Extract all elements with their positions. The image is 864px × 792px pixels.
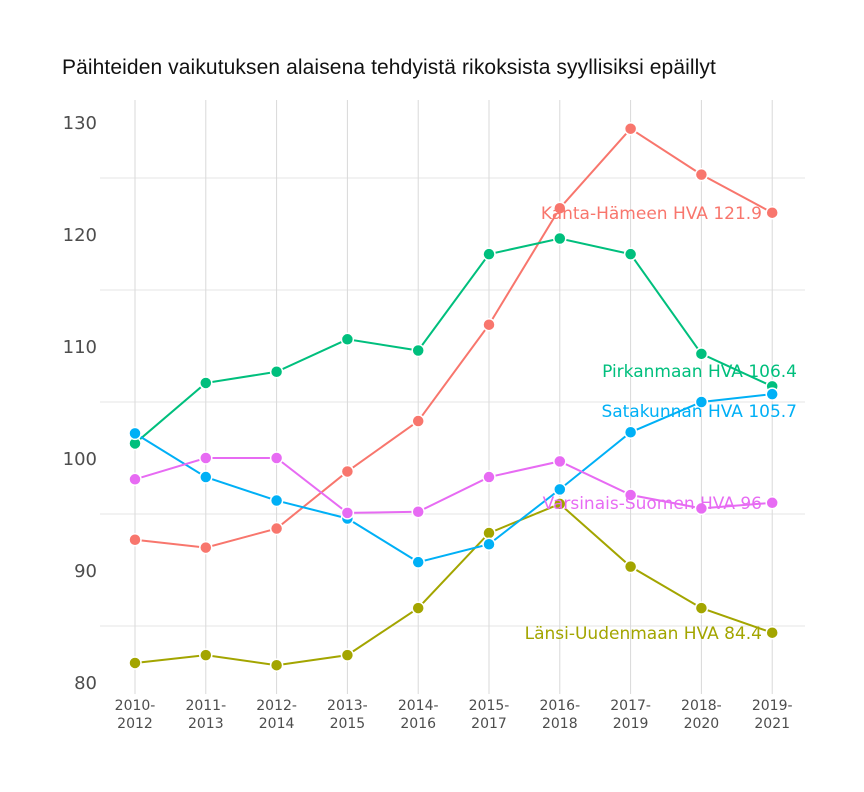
series-line	[134, 502, 773, 667]
data-point[interactable]	[623, 247, 638, 261]
data-point[interactable]	[553, 201, 567, 215]
data-point[interactable]	[765, 625, 779, 640]
data-point[interactable]	[694, 167, 709, 182]
series-end-label: Kanta-Hämeen HVA 121.9	[541, 204, 762, 224]
data-point[interactable]	[482, 470, 496, 484]
data-point[interactable]	[694, 347, 709, 361]
data-point[interactable]	[553, 454, 567, 469]
data-point[interactable]	[340, 332, 355, 347]
data-point[interactable]	[623, 425, 638, 439]
y-tick-label: 130	[63, 113, 97, 134]
x-tick-label: 2012-2014	[256, 698, 297, 732]
data-point[interactable]	[340, 648, 355, 662]
data-point[interactable]	[623, 121, 638, 136]
data-point[interactable]	[765, 387, 779, 401]
x-tick-label: 2017-2019	[610, 698, 651, 732]
data-point[interactable]	[482, 526, 496, 540]
y-tick-label: 110	[63, 337, 97, 358]
x-tick-label: 2015-2017	[469, 698, 510, 732]
data-point[interactable]	[553, 482, 567, 497]
x-tick-label: 2018-2020	[681, 698, 722, 732]
data-point[interactable]	[269, 521, 284, 536]
data-point[interactable]	[411, 505, 425, 519]
y-tick-label: 90	[74, 561, 97, 582]
chart-title: Päihteiden vaikutuksen alaisena tehdyist…	[62, 56, 716, 79]
data-point[interactable]	[482, 317, 496, 332]
data-point[interactable]	[411, 414, 425, 428]
y-tick-label: 80	[74, 673, 97, 694]
x-tick-label: 2010-2012	[115, 698, 156, 732]
data-point[interactable]	[128, 472, 142, 487]
data-point[interactable]	[411, 555, 425, 569]
series-line	[134, 127, 773, 549]
series-line	[134, 237, 773, 445]
x-tick-label: 2019-2021	[752, 698, 793, 732]
series-end-label: Varsinais-Suomen HVA 96	[543, 494, 762, 514]
data-point[interactable]	[411, 343, 425, 358]
data-point[interactable]	[482, 537, 496, 551]
data-point[interactable]	[340, 506, 355, 520]
data-point[interactable]	[128, 656, 142, 670]
data-point[interactable]	[128, 533, 142, 547]
data-point[interactable]	[269, 365, 284, 379]
series-line	[134, 457, 773, 514]
series-varsinais-suomen-hva	[128, 451, 779, 520]
data-point[interactable]	[199, 451, 213, 465]
data-point[interactable]	[269, 658, 284, 672]
series-lines	[128, 121, 779, 672]
data-point[interactable]	[482, 247, 496, 261]
data-point[interactable]	[623, 488, 638, 502]
series-l-nsi-uudenmaan-hva	[128, 497, 779, 672]
y-tick-label: 120	[63, 225, 97, 246]
data-point[interactable]	[765, 205, 779, 220]
data-point[interactable]	[269, 451, 284, 465]
grid-lines	[100, 100, 805, 694]
series-line	[134, 393, 773, 564]
data-point[interactable]	[553, 231, 567, 246]
data-point[interactable]	[553, 497, 567, 511]
end-labels: Kanta-Hämeen HVA 121.9 Länsi-Uudenmaan HV…	[525, 204, 797, 644]
data-point[interactable]	[199, 376, 213, 390]
series-kanta-h-meen-hva	[128, 121, 779, 555]
x-axis: 2010-2012 2011-2013 2012-2014 2013-2015 2014…	[115, 698, 793, 732]
data-point[interactable]	[128, 426, 142, 441]
series-end-label: Länsi-Uudenmaan HVA 84.4	[525, 624, 762, 644]
data-point[interactable]	[269, 493, 284, 508]
series-satakunnan-hva	[128, 387, 779, 569]
x-tick-label: 2016-2018	[539, 698, 580, 732]
series-end-label: Satakunnan HVA 105.7	[601, 402, 797, 422]
x-tick-label: 2011-2013	[185, 698, 226, 732]
data-point[interactable]	[199, 470, 213, 484]
y-axis: 80 90 100 110 120 130	[63, 113, 97, 694]
y-tick-label: 100	[63, 449, 97, 470]
data-point[interactable]	[623, 559, 638, 574]
data-point[interactable]	[340, 464, 355, 479]
data-point[interactable]	[694, 601, 709, 615]
data-point[interactable]	[694, 501, 709, 516]
x-tick-label: 2013-2015	[327, 698, 368, 732]
x-tick-label: 2014-2016	[398, 698, 439, 732]
data-point[interactable]	[694, 395, 709, 409]
data-point[interactable]	[411, 601, 425, 615]
data-point[interactable]	[765, 496, 779, 510]
data-point[interactable]	[199, 540, 213, 555]
series-pirkanmaan-hva	[128, 231, 779, 451]
data-point[interactable]	[199, 648, 213, 662]
series-end-label: Pirkanmaan HVA 106.4	[602, 362, 797, 382]
